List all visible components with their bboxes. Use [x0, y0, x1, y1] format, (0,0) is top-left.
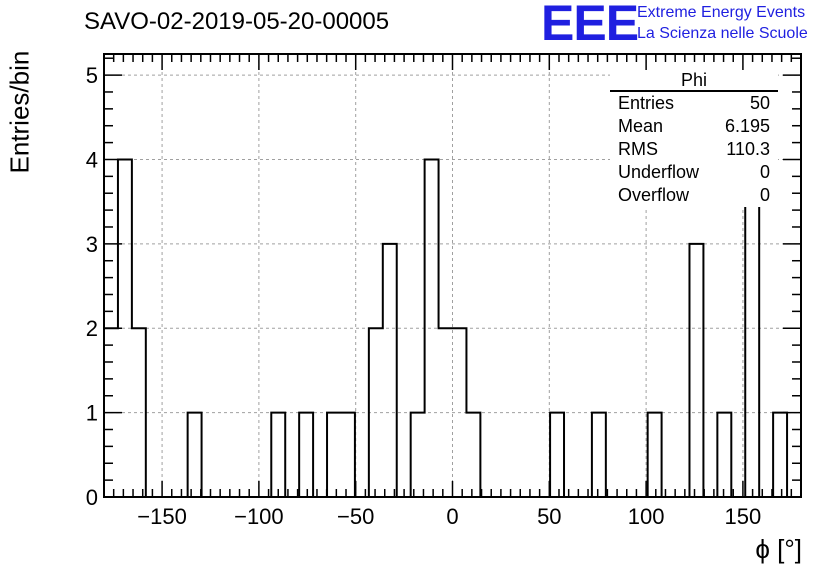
- logo-line-2: La Scienza nelle Scuole: [637, 25, 808, 42]
- y-tick-label: 5: [86, 63, 98, 88]
- histogram-bin: [466, 413, 480, 497]
- stats-box: Phi Entries 50 Mean 6.195 RMS 110.3 Unde…: [610, 70, 778, 207]
- x-tick-label: 100: [628, 504, 665, 529]
- stats-value: 0: [759, 185, 770, 205]
- stats-row-entries: Entries 50: [610, 92, 778, 115]
- histogram-bin: [550, 413, 564, 497]
- y-tick-label: 3: [86, 232, 98, 257]
- x-tick-label: 150: [725, 504, 762, 529]
- x-tick-label: 50: [537, 504, 561, 529]
- x-tick-label: −100: [234, 504, 284, 529]
- histogram-bin: [271, 413, 285, 497]
- histogram-bin: [411, 413, 425, 497]
- stats-row-overflow: Overflow 0: [610, 184, 778, 207]
- x-tick-label: −150: [137, 504, 187, 529]
- histogram-bin: [648, 413, 662, 497]
- stats-row-rms: RMS 110.3: [610, 138, 778, 161]
- stats-title: Phi: [610, 70, 778, 92]
- histogram-bin: [773, 413, 787, 497]
- histogram-bin: [132, 328, 146, 497]
- y-tick-label: 1: [86, 401, 98, 426]
- axis-ticks: [104, 54, 801, 498]
- histogram-bin: [592, 413, 606, 497]
- histogram-bin: [299, 413, 313, 497]
- stats-label: Overflow: [618, 185, 690, 205]
- stats-label: Underflow: [618, 162, 700, 182]
- eee-logo-mark: EEE: [541, 0, 639, 51]
- y-tick-label: 4: [86, 147, 98, 172]
- x-axis-label: ϕ [°]: [755, 534, 802, 564]
- y-tick-label: 2: [86, 316, 98, 341]
- stats-value: 0: [759, 162, 770, 182]
- x-tick-label: 0: [446, 504, 458, 529]
- stats-value: 50: [749, 93, 770, 113]
- histogram-bin: [717, 413, 731, 497]
- histogram-bin: [341, 413, 355, 497]
- y-tick-label: 0: [86, 485, 98, 510]
- stats-label: Entries: [618, 93, 675, 113]
- stats-label: Mean: [618, 116, 664, 136]
- eee-logo-text: Extreme Energy Events La Scienza nelle S…: [637, 2, 808, 44]
- x-tick-label: −50: [337, 504, 374, 529]
- stats-row-mean: Mean 6.195: [610, 115, 778, 138]
- stats-value: 110.3: [726, 139, 770, 159]
- stats-value: 6.195: [724, 116, 770, 136]
- histogram-bin: [327, 413, 341, 497]
- grid: [104, 54, 801, 497]
- stats-label: RMS: [618, 139, 658, 159]
- tick-labels: −150 −100 −50 0 50 100 150 0 1 2 3 4 5: [86, 63, 762, 529]
- chart-title: SAVO-02-2019-05-20-00005: [84, 8, 390, 35]
- logo-line-1: Extreme Energy Events: [637, 4, 806, 21]
- histogram-bin: [383, 244, 397, 497]
- histogram-bin: [689, 244, 703, 497]
- stats-row-underflow: Underflow 0: [610, 161, 778, 184]
- histogram-bin: [188, 413, 202, 497]
